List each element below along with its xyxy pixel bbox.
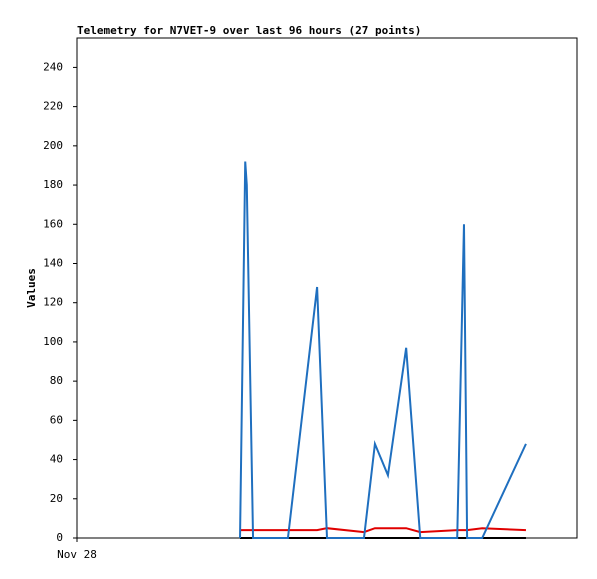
y-tick-label: 80 <box>50 374 63 387</box>
y-tick-label: 220 <box>43 100 63 113</box>
y-tick-label: 140 <box>43 256 63 269</box>
y-tick-label: 40 <box>50 453 63 466</box>
chart-title: Telemetry for N7VET-9 over last 96 hours… <box>77 24 421 37</box>
series-line <box>240 527 527 534</box>
plot-frame <box>76 37 578 539</box>
y-tick-label: 160 <box>43 217 63 230</box>
y-tick-label: 20 <box>50 492 63 505</box>
y-axis-title: Values <box>25 268 38 308</box>
y-tick-label: 180 <box>43 178 63 191</box>
x-tick-label: Nov 28 <box>57 548 97 561</box>
series-line <box>239 161 527 539</box>
y-tick-label: 240 <box>43 60 63 73</box>
y-tick-label: 200 <box>43 139 63 152</box>
y-tick-label: 60 <box>50 413 63 426</box>
y-tick-label: 120 <box>43 296 63 309</box>
y-tick-label: 0 <box>56 531 63 544</box>
y-tick-label: 100 <box>43 335 63 348</box>
